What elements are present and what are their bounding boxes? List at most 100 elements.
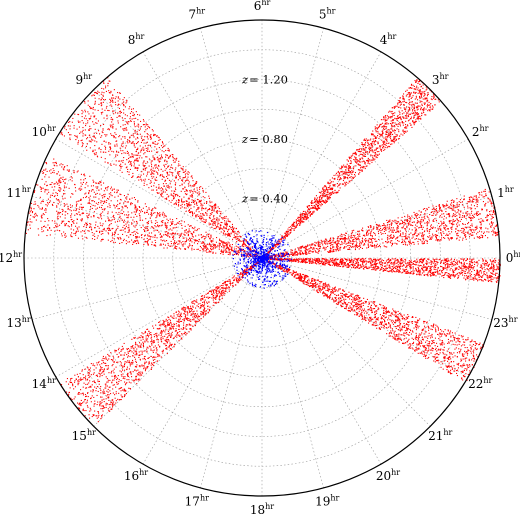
red-point xyxy=(156,192,158,194)
red-point xyxy=(332,181,334,183)
red-point xyxy=(136,235,138,237)
red-point xyxy=(251,246,253,248)
red-point xyxy=(413,241,415,243)
red-point xyxy=(282,238,284,240)
red-point xyxy=(103,208,105,210)
red-point xyxy=(74,187,76,189)
red-point xyxy=(396,120,398,122)
red-point xyxy=(163,247,165,249)
red-point xyxy=(195,216,197,218)
red-point xyxy=(362,149,364,151)
red-point xyxy=(327,187,329,189)
red-point xyxy=(167,233,169,235)
red-point xyxy=(216,219,218,221)
red-point xyxy=(58,184,60,186)
red-point xyxy=(451,231,453,233)
red-point xyxy=(184,187,186,189)
red-point xyxy=(396,237,398,239)
red-point xyxy=(205,247,207,249)
red-point xyxy=(181,168,183,170)
red-point xyxy=(167,235,169,237)
red-point xyxy=(377,155,379,157)
red-point xyxy=(125,127,127,129)
red-point xyxy=(167,185,169,187)
red-point xyxy=(208,233,210,235)
red-point xyxy=(108,193,110,195)
red-point xyxy=(190,239,192,241)
red-point xyxy=(172,159,174,161)
red-point xyxy=(82,135,84,137)
red-point xyxy=(414,88,416,90)
red-point xyxy=(132,112,134,114)
red-point xyxy=(210,219,212,221)
red-point xyxy=(206,243,208,245)
red-point xyxy=(181,220,183,222)
red-point xyxy=(200,205,202,207)
red-point xyxy=(398,138,400,140)
red-point xyxy=(49,170,51,172)
red-point xyxy=(412,84,414,86)
red-point xyxy=(224,234,226,236)
red-point xyxy=(361,142,363,144)
red-point xyxy=(62,180,64,182)
red-point xyxy=(191,194,193,196)
red-point xyxy=(112,118,114,120)
red-point xyxy=(112,135,114,137)
red-point xyxy=(385,127,387,129)
red-point xyxy=(47,198,49,200)
red-point xyxy=(112,237,114,239)
red-point xyxy=(415,232,417,234)
red-point xyxy=(494,225,496,227)
red-point xyxy=(136,131,138,133)
red-point xyxy=(102,132,104,134)
red-point xyxy=(76,128,78,130)
red-point xyxy=(166,228,168,230)
red-point xyxy=(64,233,66,235)
red-point xyxy=(338,189,340,191)
red-point xyxy=(380,149,382,151)
red-point xyxy=(55,225,57,227)
red-point xyxy=(209,245,211,247)
red-point xyxy=(82,206,84,208)
red-point xyxy=(413,122,415,124)
red-point xyxy=(421,113,423,115)
red-point xyxy=(318,244,320,246)
red-point xyxy=(456,203,458,205)
red-point xyxy=(208,251,210,253)
red-point xyxy=(386,246,388,248)
red-point xyxy=(170,186,172,188)
red-point xyxy=(385,115,387,117)
red-point xyxy=(452,220,454,222)
red-point xyxy=(131,239,133,241)
red-point xyxy=(216,211,218,213)
red-point xyxy=(211,201,213,203)
red-point xyxy=(168,195,170,197)
red-point xyxy=(59,189,61,191)
red-point xyxy=(132,175,134,177)
red-point xyxy=(358,230,360,232)
red-point xyxy=(74,113,76,115)
red-point xyxy=(212,248,214,250)
red-point xyxy=(301,252,303,254)
red-point xyxy=(146,150,148,152)
red-point xyxy=(219,215,221,217)
red-point xyxy=(362,166,364,168)
red-point xyxy=(396,231,398,233)
red-point xyxy=(387,135,389,137)
red-point xyxy=(292,252,294,254)
red-point xyxy=(166,247,168,249)
red-point xyxy=(175,158,177,160)
red-point xyxy=(362,244,364,246)
red-point xyxy=(376,154,378,156)
red-point xyxy=(157,173,159,175)
red-point xyxy=(188,228,190,230)
red-point xyxy=(327,182,329,184)
red-point xyxy=(242,243,244,245)
red-point xyxy=(287,230,289,232)
red-point xyxy=(158,231,160,233)
red-point xyxy=(368,152,370,154)
red-point xyxy=(86,216,88,218)
red-point xyxy=(376,124,378,126)
red-point xyxy=(126,235,128,237)
red-point xyxy=(190,189,192,191)
